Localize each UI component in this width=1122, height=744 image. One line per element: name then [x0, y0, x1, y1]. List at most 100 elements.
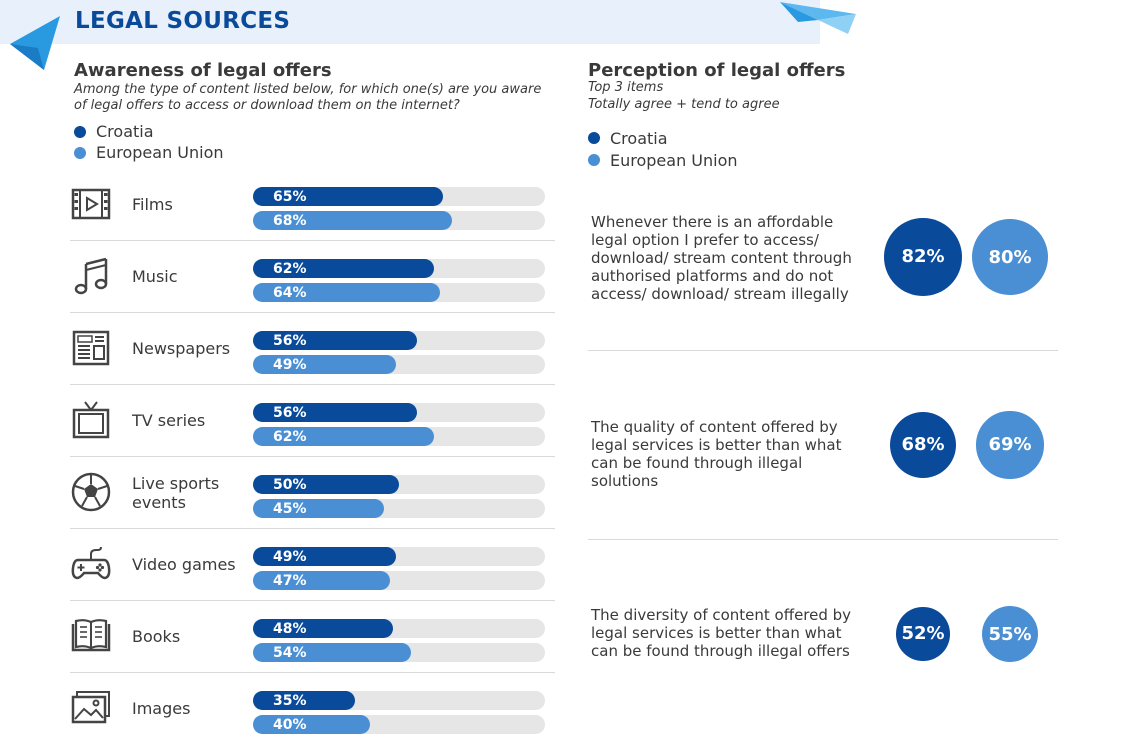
circle-eu: 69%: [976, 411, 1044, 479]
legend-label: Croatia: [96, 122, 154, 141]
bar-value-label: 64%: [273, 284, 307, 301]
bar-eu: 54%: [253, 643, 411, 662]
divider: [588, 539, 1058, 540]
awareness-row: Films 65% 68%: [70, 169, 555, 241]
bar-eu: 49%: [253, 355, 397, 374]
category-label: Music: [132, 267, 178, 286]
bar-eu: 47%: [253, 571, 391, 590]
perception-statement: The diversity of content offered by lega…: [591, 606, 852, 660]
bar-value-label: 50%: [273, 476, 307, 493]
bar-track: 56%: [253, 331, 545, 350]
bar-value-label: 48%: [273, 620, 307, 637]
bar-croatia: 48%: [253, 619, 394, 638]
bar-value-label: 40%: [273, 716, 307, 733]
perception-subtitle-2: Totally agree + tend to agree: [588, 97, 780, 112]
category-label: Films: [132, 195, 173, 214]
paper-plane-icon: [10, 16, 60, 70]
bar-croatia: 56%: [253, 331, 417, 350]
bar-track: 48%: [253, 619, 545, 638]
eu-dot-icon: [588, 154, 600, 166]
bar-track: 56%: [253, 403, 545, 422]
perception-statement: The quality of content offered by legal …: [591, 418, 842, 490]
bar-track: 49%: [253, 547, 545, 566]
gamepad-icon: [71, 546, 111, 580]
croatia-dot-icon: [74, 125, 86, 138]
bar-value-label: 49%: [273, 548, 307, 565]
bar-value-label: 45%: [273, 500, 307, 517]
legend-label: European Union: [610, 150, 738, 170]
circle-eu: 55%: [982, 606, 1038, 662]
category-label: TV series: [132, 411, 206, 430]
film-icon: [71, 188, 111, 220]
legend-label: Croatia: [610, 128, 668, 148]
legend-item-eu: European Union: [588, 149, 738, 171]
circle-croatia: 52%: [896, 607, 950, 661]
bar-value-label: 35%: [273, 692, 307, 709]
legend-item-croatia: Croatia: [74, 121, 224, 142]
bar-eu: 64%: [253, 283, 440, 302]
awareness-row: Books 48% 54%: [70, 601, 555, 673]
bar-value-label: 54%: [273, 644, 307, 661]
bar-eu: 62%: [253, 427, 435, 446]
bar-track: 62%: [253, 427, 545, 446]
bar-value-label: 56%: [273, 404, 307, 421]
category-label: Live sports events: [132, 473, 220, 512]
awareness-question: Among the type of content listed below, …: [74, 82, 542, 113]
bar-track: 62%: [253, 259, 545, 278]
image-icon: [71, 691, 110, 724]
bar-croatia: 62%: [253, 259, 435, 278]
bar-value-label: 49%: [273, 356, 307, 373]
paper-plane-icon: [780, 2, 856, 34]
legend-label: European Union: [96, 143, 224, 162]
croatia-dot-icon: [588, 132, 600, 144]
legend-item-eu: European Union: [74, 142, 224, 163]
bar-croatia: 56%: [253, 403, 417, 422]
category-label: Newspapers: [132, 339, 231, 358]
bar-track: 68%: [253, 211, 545, 230]
bar-track: 64%: [253, 283, 545, 302]
awareness-chart: Films 65% 68% Music 62% 64% Newspapers 56% 49% TV…: [70, 169, 555, 744]
bar-track: 50%: [253, 475, 545, 494]
awareness-row: Video games 49% 47%: [70, 529, 555, 601]
bar-croatia: 49%: [253, 547, 397, 566]
awareness-legend: Croatia European Union: [74, 121, 224, 163]
bar-value-label: 62%: [273, 260, 307, 277]
bar-value-label: 47%: [273, 572, 307, 589]
perception-statement: Whenever there is an affordable legal op…: [591, 213, 852, 303]
awareness-row: Music 62% 64%: [70, 241, 555, 313]
page-title: LEGAL SOURCES: [75, 8, 291, 34]
legend-item-croatia: Croatia: [588, 127, 738, 149]
category-label: Images: [132, 699, 191, 718]
bar-track: 35%: [253, 691, 545, 710]
bar-track: 47%: [253, 571, 545, 590]
awareness-row: Images 35% 40%: [70, 673, 555, 744]
perception-title: Perception of legal offers: [588, 60, 846, 81]
bar-track: 40%: [253, 715, 545, 734]
perception-subtitle-1: Top 3 items: [588, 80, 664, 95]
bar-value-label: 62%: [273, 428, 307, 445]
bar-croatia: 35%: [253, 691, 356, 710]
awareness-row: Live sports events 50% 45%: [70, 457, 555, 529]
bar-track: 65%: [253, 187, 545, 206]
tv-icon: [72, 401, 110, 439]
book-icon: [71, 619, 111, 652]
awareness-row: Newspapers 56% 49%: [70, 313, 555, 385]
circle-croatia: 82%: [884, 218, 962, 296]
bar-eu: 40%: [253, 715, 370, 734]
bar-track: 54%: [253, 643, 545, 662]
bar-track: 45%: [253, 499, 545, 518]
category-label: Video games: [132, 555, 236, 574]
bar-track: 49%: [253, 355, 545, 374]
category-label: Books: [132, 627, 181, 646]
circle-croatia: 68%: [889, 411, 957, 479]
bar-eu: 68%: [253, 211, 452, 230]
football-icon: [71, 472, 111, 512]
bar-eu: 45%: [253, 499, 385, 518]
circle-eu: 80%: [972, 219, 1048, 295]
bar-value-label: 68%: [273, 212, 307, 229]
bar-value-label: 65%: [273, 188, 307, 205]
newspaper-icon: [72, 330, 110, 366]
eu-dot-icon: [74, 146, 86, 159]
header-banner: [0, 0, 820, 44]
perception-legend: Croatia European Union: [588, 127, 738, 171]
